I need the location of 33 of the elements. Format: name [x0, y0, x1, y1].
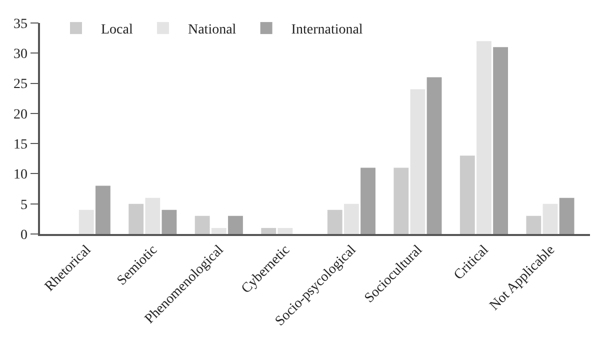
bar: [493, 47, 508, 234]
bar: [542, 204, 558, 234]
bar: [460, 156, 475, 234]
bar: [96, 186, 110, 234]
y-tick-label: 15: [13, 137, 28, 152]
bar: [394, 168, 409, 234]
bar: [211, 228, 226, 234]
bar: [410, 89, 426, 234]
legend-label: International: [291, 22, 363, 38]
bar: [360, 168, 376, 234]
bar: [261, 228, 276, 234]
bar: [327, 210, 342, 234]
bar: [278, 228, 293, 234]
bar: [426, 77, 442, 234]
bar: [559, 198, 574, 234]
bar: [194, 216, 210, 234]
y-tick-label: 10: [13, 168, 28, 183]
bar: [128, 204, 144, 234]
y-tick-label: 20: [13, 107, 28, 122]
bar: [476, 41, 492, 234]
y-tick-label: 25: [13, 77, 28, 92]
y-tick-label: 35: [13, 16, 28, 32]
legend-label: Local: [101, 22, 133, 38]
y-tick-label: 0: [20, 228, 28, 243]
bar: [162, 210, 177, 234]
bar: [344, 204, 359, 234]
bar: [526, 216, 542, 234]
y-tick-label: 5: [20, 198, 28, 213]
bar: [78, 210, 94, 234]
bar: [228, 216, 243, 234]
y-tick-label: 30: [13, 47, 28, 62]
legend-label: National: [188, 22, 236, 38]
bar: [145, 198, 160, 234]
